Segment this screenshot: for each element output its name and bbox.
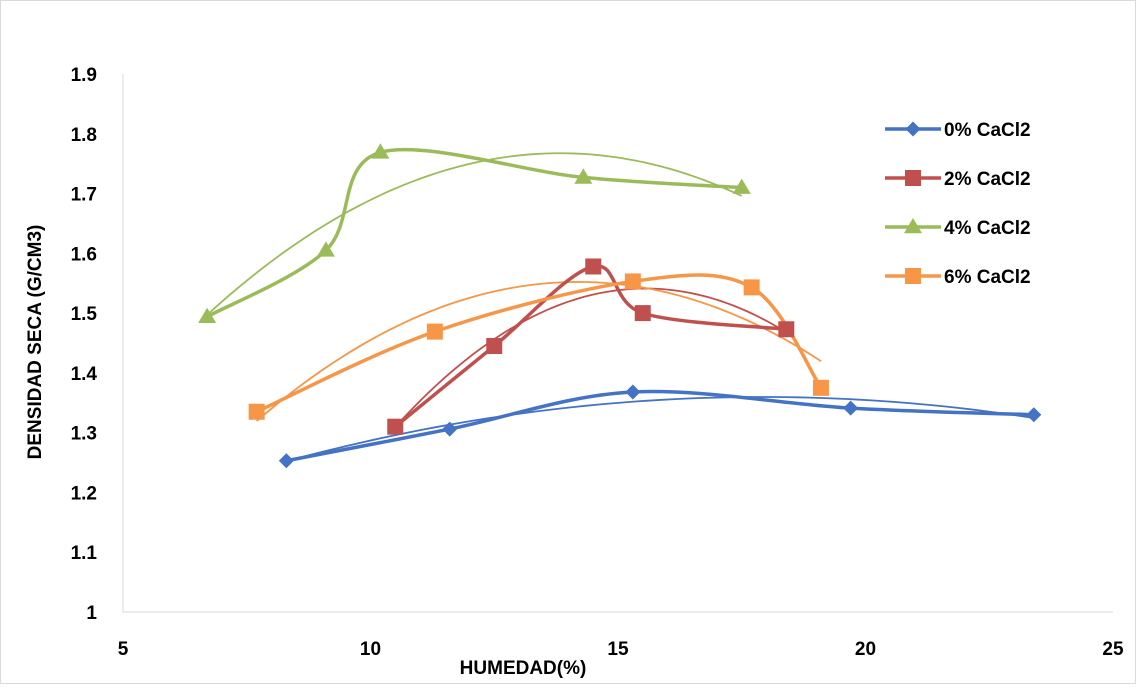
y-tick-label: 1.9 <box>71 65 97 86</box>
data-point-2-cacl2 <box>387 418 404 435</box>
data-point-6-cacl2 <box>743 279 760 296</box>
data-point-4-cacl2 <box>371 143 390 159</box>
data-point-4-cacl2 <box>732 178 751 194</box>
axes: 1 1.1 1.2 1.3 1.4 1.5 1.6 1.7 1.8 1.9 5 10 15 20 25 <box>71 65 1124 660</box>
data-point-4-cacl2 <box>198 307 217 323</box>
data-point-0-cacl2 <box>843 400 859 416</box>
y-tick-label: 1.5 <box>71 304 98 325</box>
data-point-2-cacl2 <box>486 337 503 354</box>
y-tick-label: 1.6 <box>71 244 97 265</box>
x-tick-label: 15 <box>607 639 629 660</box>
data-point-2-cacl2 <box>778 321 795 338</box>
data-point-2-cacl2 <box>634 305 651 322</box>
legend-marker-4-cacl2 <box>904 218 922 234</box>
legend-label-2-cacl2: 2% CaCl2 <box>944 169 1031 190</box>
series-lines <box>206 147 1034 463</box>
x-tick-label: 10 <box>360 639 381 660</box>
data-point-4-cacl2 <box>316 241 335 257</box>
legend-marker-6-cacl2 <box>905 268 921 284</box>
x-tick-label: 20 <box>855 639 876 660</box>
markers <box>198 143 1042 469</box>
trendline-4-cacl2 <box>206 152 743 316</box>
y-tick-label: 1.7 <box>71 185 97 206</box>
legend-marker-2-cacl2 <box>905 170 921 186</box>
y-axis-title: DENSIDAD SECA (G/CM3) <box>25 225 46 460</box>
x-tick-label: 25 <box>1102 639 1124 660</box>
data-point-6-cacl2 <box>812 379 829 396</box>
legend-label-6-cacl2: 6% CaCl2 <box>944 267 1031 288</box>
data-point-6-cacl2 <box>248 403 265 420</box>
trendline-0-cacl2 <box>286 396 1034 463</box>
data-point-4-cacl2 <box>574 168 593 184</box>
legend-label-4-cacl2: 4% CaCl2 <box>944 218 1031 239</box>
x-tick-label: 5 <box>118 639 129 660</box>
y-tick-label: 1.3 <box>71 424 97 445</box>
x-axis-title: HUMEDAD(%) <box>460 658 587 679</box>
legend-label-0-cacl2: 0% CaCl2 <box>944 120 1031 141</box>
data-point-0-cacl2 <box>278 453 294 469</box>
trendline-6-cacl2 <box>256 281 822 422</box>
y-tick-label: 1.8 <box>71 125 97 146</box>
y-tick-label: 1 <box>86 603 97 624</box>
y-tick-label: 1.4 <box>71 364 98 385</box>
data-point-0-cacl2 <box>442 421 458 437</box>
y-tick-label: 1.2 <box>71 483 97 504</box>
y-tick-label: 1.1 <box>71 543 98 564</box>
data-point-6-cacl2 <box>624 273 641 290</box>
series-line-6-cacl2 <box>255 273 823 414</box>
legend: 0% CaCl2 2% CaCl2 4% CaCl2 6% CaCl2 <box>885 120 1031 288</box>
trendlines <box>206 152 1034 463</box>
trendline-2-cacl2 <box>394 287 787 428</box>
data-point-0-cacl2 <box>1026 407 1042 423</box>
data-point-6-cacl2 <box>426 323 443 340</box>
data-point-0-cacl2 <box>625 384 641 400</box>
legend-marker-0-cacl2 <box>905 121 921 137</box>
data-point-2-cacl2 <box>585 258 602 275</box>
